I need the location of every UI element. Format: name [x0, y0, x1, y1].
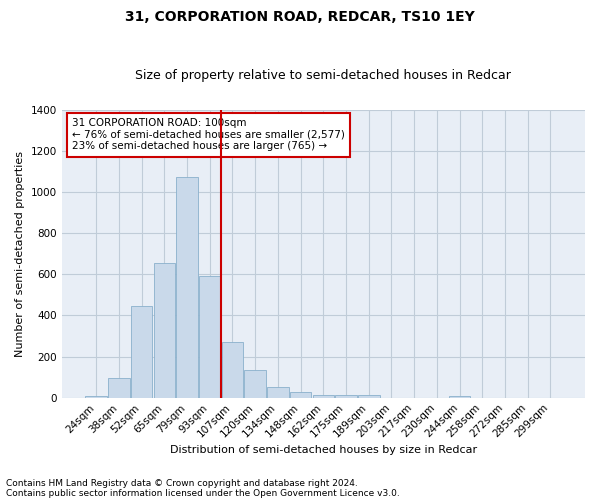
Bar [131, 306, 152, 398]
Text: 31, CORPORATION ROAD, REDCAR, TS10 1EY: 31, CORPORATION ROAD, REDCAR, TS10 1EY [125, 10, 475, 24]
Bar [449, 396, 470, 398]
Bar [222, 342, 243, 398]
Title: Size of property relative to semi-detached houses in Redcar: Size of property relative to semi-detach… [136, 69, 511, 82]
Bar [313, 394, 334, 398]
Bar [358, 396, 380, 398]
Bar [199, 276, 221, 398]
Bar [290, 392, 311, 398]
Y-axis label: Number of semi-detached properties: Number of semi-detached properties [15, 150, 25, 356]
Text: Contains public sector information licensed under the Open Government Licence v3: Contains public sector information licen… [6, 488, 400, 498]
Bar [244, 370, 266, 398]
Bar [85, 396, 107, 398]
Bar [154, 263, 175, 398]
Bar [108, 378, 130, 398]
Text: Contains HM Land Registry data © Crown copyright and database right 2024.: Contains HM Land Registry data © Crown c… [6, 478, 358, 488]
X-axis label: Distribution of semi-detached houses by size in Redcar: Distribution of semi-detached houses by … [170, 445, 477, 455]
Text: 31 CORPORATION ROAD: 100sqm
← 76% of semi-detached houses are smaller (2,577)
23: 31 CORPORATION ROAD: 100sqm ← 76% of sem… [72, 118, 345, 152]
Bar [335, 394, 357, 398]
Bar [176, 178, 198, 398]
Bar [267, 388, 289, 398]
